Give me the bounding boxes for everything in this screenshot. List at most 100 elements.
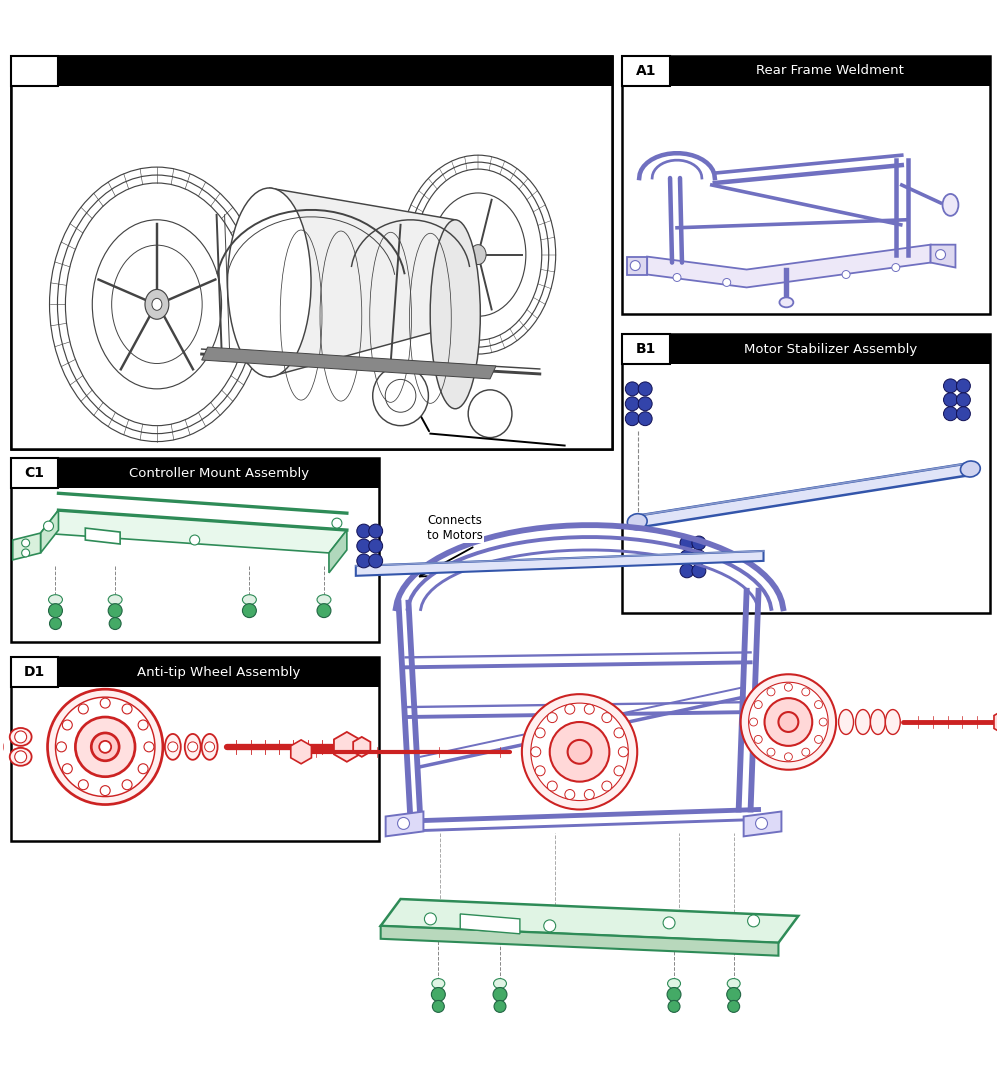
Polygon shape xyxy=(329,530,347,572)
Circle shape xyxy=(749,682,828,761)
Circle shape xyxy=(188,742,198,752)
Circle shape xyxy=(892,264,900,272)
Circle shape xyxy=(765,698,812,746)
Circle shape xyxy=(522,694,637,809)
Circle shape xyxy=(550,722,609,782)
Ellipse shape xyxy=(228,188,311,377)
Circle shape xyxy=(398,818,410,830)
Circle shape xyxy=(602,712,612,722)
Circle shape xyxy=(357,554,371,568)
Circle shape xyxy=(78,780,88,790)
Ellipse shape xyxy=(185,734,201,760)
Circle shape xyxy=(692,550,706,564)
Circle shape xyxy=(638,382,652,395)
Bar xyxy=(670,334,990,364)
Circle shape xyxy=(122,780,132,790)
Bar xyxy=(670,55,990,86)
Circle shape xyxy=(22,539,30,547)
Polygon shape xyxy=(647,244,931,288)
Circle shape xyxy=(668,1000,680,1012)
Ellipse shape xyxy=(470,244,486,265)
Circle shape xyxy=(944,407,957,420)
Polygon shape xyxy=(931,244,955,267)
Ellipse shape xyxy=(856,709,870,734)
Bar xyxy=(11,657,379,842)
Circle shape xyxy=(493,987,507,1001)
Circle shape xyxy=(48,690,163,805)
Ellipse shape xyxy=(152,299,162,311)
Circle shape xyxy=(692,564,706,578)
Circle shape xyxy=(723,278,731,287)
Circle shape xyxy=(531,703,628,800)
Circle shape xyxy=(784,683,792,691)
Bar xyxy=(622,55,670,86)
Ellipse shape xyxy=(727,978,740,988)
Ellipse shape xyxy=(373,366,428,426)
Circle shape xyxy=(584,790,594,799)
Polygon shape xyxy=(627,256,647,275)
Circle shape xyxy=(568,740,591,763)
Circle shape xyxy=(424,913,436,925)
Circle shape xyxy=(432,1000,444,1012)
Circle shape xyxy=(22,548,30,557)
Ellipse shape xyxy=(943,194,958,216)
Circle shape xyxy=(50,618,61,630)
Circle shape xyxy=(728,1000,740,1012)
Circle shape xyxy=(108,604,122,618)
Circle shape xyxy=(75,717,135,776)
Polygon shape xyxy=(41,510,347,553)
Circle shape xyxy=(614,766,624,775)
Bar xyxy=(58,657,379,687)
Circle shape xyxy=(767,687,775,696)
Circle shape xyxy=(692,536,706,550)
Circle shape xyxy=(630,261,640,270)
Circle shape xyxy=(638,396,652,411)
Polygon shape xyxy=(381,899,798,943)
Circle shape xyxy=(741,674,836,770)
Circle shape xyxy=(369,554,383,568)
Circle shape xyxy=(15,750,27,762)
Ellipse shape xyxy=(242,595,256,605)
Ellipse shape xyxy=(494,978,506,988)
Ellipse shape xyxy=(10,748,32,766)
Circle shape xyxy=(91,733,119,761)
Ellipse shape xyxy=(870,709,885,734)
Ellipse shape xyxy=(92,219,222,389)
Circle shape xyxy=(62,763,72,773)
Circle shape xyxy=(819,718,827,725)
Text: B1: B1 xyxy=(636,342,656,356)
Circle shape xyxy=(784,753,792,761)
Bar xyxy=(622,334,990,613)
Circle shape xyxy=(638,412,652,426)
Circle shape xyxy=(109,618,121,630)
Circle shape xyxy=(494,1000,506,1012)
Circle shape xyxy=(956,379,970,393)
Circle shape xyxy=(936,250,946,260)
Bar xyxy=(11,458,379,643)
Circle shape xyxy=(748,914,760,926)
Circle shape xyxy=(49,604,62,618)
Circle shape xyxy=(369,525,383,538)
Ellipse shape xyxy=(49,595,62,605)
Ellipse shape xyxy=(468,390,512,438)
Circle shape xyxy=(535,766,545,775)
Circle shape xyxy=(802,687,810,696)
Bar xyxy=(11,55,612,449)
Ellipse shape xyxy=(668,978,680,988)
Ellipse shape xyxy=(202,734,218,760)
Circle shape xyxy=(614,728,624,737)
Circle shape xyxy=(122,704,132,714)
Circle shape xyxy=(680,564,694,578)
Circle shape xyxy=(815,700,823,708)
Circle shape xyxy=(802,748,810,756)
Circle shape xyxy=(680,536,694,550)
Circle shape xyxy=(138,763,148,773)
Circle shape xyxy=(956,393,970,407)
Circle shape xyxy=(944,379,957,393)
Polygon shape xyxy=(386,811,423,836)
Circle shape xyxy=(625,396,639,411)
Circle shape xyxy=(727,987,741,1001)
Text: A1: A1 xyxy=(636,64,656,77)
Bar xyxy=(11,458,58,489)
Polygon shape xyxy=(269,188,455,377)
